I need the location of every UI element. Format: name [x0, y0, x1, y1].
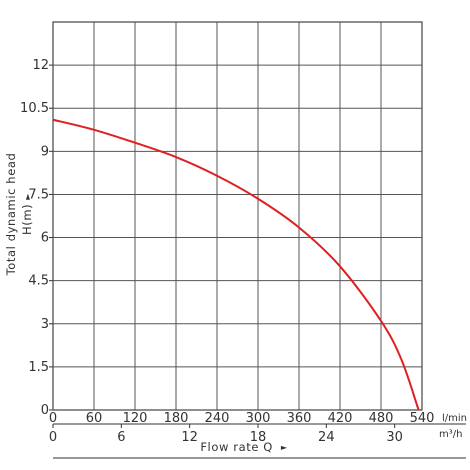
- x-tick-label: 180: [164, 411, 189, 426]
- y-axis-title: Total dynamic head: [4, 153, 18, 277]
- y-tick-label: 7.5: [28, 187, 49, 202]
- x-tick-label: 360: [287, 411, 312, 426]
- x-tick-label: 420: [328, 411, 353, 426]
- y-tick-label: 1.5: [28, 360, 49, 375]
- x-tick-labels: 0 60 120 180 240 300 360 420 480 540: [49, 411, 435, 426]
- y-tick-label: 12: [32, 58, 49, 73]
- x-axis-arrow: ►: [281, 443, 288, 452]
- y-tick-label: 4.5: [28, 274, 49, 289]
- x2-tick-label: 30: [386, 430, 403, 445]
- x2-tick-label: 0: [49, 430, 57, 445]
- x-tick-label: 0: [49, 411, 57, 426]
- y-tick-label: 3: [41, 317, 49, 332]
- x2-tick-labels: 0 6 12 18 24 30: [49, 430, 403, 445]
- x2-unit-label: m³/h: [439, 429, 462, 440]
- x2-tick-label: 12: [181, 430, 198, 445]
- y-axis-arrow: ►: [23, 193, 32, 200]
- y-axis-subtitle: H(m) ►: [20, 193, 34, 235]
- plot-border: [52, 21, 423, 411]
- x-tick-label: 60: [86, 411, 103, 426]
- x-unit-label: l/min: [442, 413, 467, 424]
- x-tick-label: 120: [123, 411, 148, 426]
- y-tick-labels: 0 1.5 3 4.5 6 7.5 9 10.5 12: [20, 58, 49, 418]
- y-tick-label: 10.5: [20, 101, 49, 116]
- x-tick-label: 240: [205, 411, 230, 426]
- x-tick-label: 480: [369, 411, 394, 426]
- y-tick-label: 6: [41, 231, 49, 246]
- grid: [49, 22, 423, 411]
- x-tick-label: 300: [246, 411, 271, 426]
- x2-tick-label: 18: [250, 430, 267, 445]
- x2-tick-label: 24: [318, 430, 335, 445]
- y-tick-label: 0: [41, 403, 49, 418]
- curve-layer: [52, 118, 420, 411]
- series-line-0: [52, 118, 420, 411]
- y-axis-unit: H(m): [20, 204, 34, 235]
- x-axis-title: Flow rate Q ►: [200, 440, 288, 454]
- x-tick-label: 540: [410, 411, 435, 426]
- x-axis-label: Flow rate Q: [200, 440, 273, 454]
- x2-tick-label: 6: [117, 430, 125, 445]
- y-tick-label: 9: [41, 144, 49, 159]
- plot-frame: [52, 21, 466, 459]
